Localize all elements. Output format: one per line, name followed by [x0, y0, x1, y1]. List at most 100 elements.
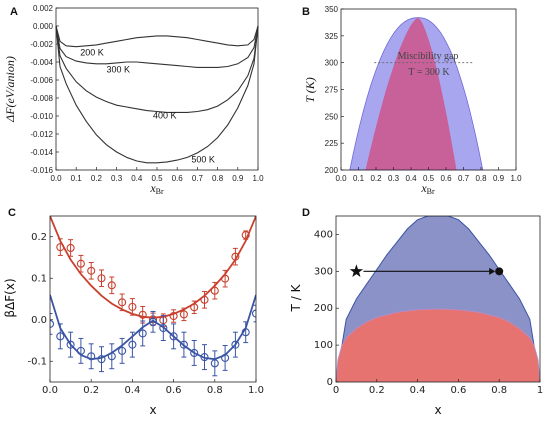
panel-b-x-axis-label: xBr: [420, 181, 435, 196]
panel-a-y-tick-label: -0.016: [30, 166, 53, 175]
panel-c-x-tick-label: 0.4: [124, 385, 140, 396]
panel-b-x-tick-label: 0.3: [388, 174, 400, 183]
data-point-red: [66, 243, 75, 253]
panel-c-y-axis-label: βΔF(x): [3, 278, 17, 317]
panel-b-y-ticks: 350 325 300 275 250 225 200: [325, 5, 344, 175]
panel-c-plot-area: [50, 216, 256, 377]
panel-a-y-tick-label: -0.006: [30, 76, 53, 85]
panel-c-data-layer: [50, 216, 256, 377]
panel-a-x-tick-label: 0.3: [111, 174, 123, 183]
panel-a-y-ticks: 0.002 0.000 -0.002 -0.004 -0.006 -0.008 -0.010…: [30, 4, 59, 175]
panel-b-x-tick-label: 0.2: [370, 174, 382, 183]
data-point-blue: [251, 309, 256, 318]
panel-c-y-tick-label: 0.0: [31, 315, 47, 326]
panel-d-x-tick-label: 0.8: [491, 385, 507, 396]
panel-b-x-tick-label: 0.5: [423, 174, 435, 183]
panel-d-y-tick-label: 200: [314, 303, 333, 314]
panel-b-x-ticks: 0.0 0.1 0.2 0.3 0.4 0.5 0.6 0.7 0.8 0.9 1.0: [335, 167, 522, 183]
panel-b-x-tick-label: 0.6: [440, 174, 452, 183]
data-point-red: [231, 252, 240, 261]
data-point-blue: [231, 340, 240, 349]
data-point-red: [56, 243, 65, 252]
data-point-red: [87, 266, 96, 275]
data-point-blue: [87, 352, 96, 361]
panel-d-chart: 0 0.2 0.4 0.6 0.8 1 400 300 200 100 0 x T / K: [289, 215, 543, 417]
panel-a-x-tick-label: 0.8: [212, 174, 224, 183]
panel-a-x-tick-label: 0.5: [151, 174, 163, 183]
panel-d-y-ticks: 400 300 200 100 0: [314, 229, 339, 388]
data-point-red: [118, 298, 127, 307]
panel-d-x-tick-label: 0.2: [369, 385, 385, 396]
data-point-red: [97, 274, 106, 283]
panel-a-y-tick-label: -0.014: [30, 148, 53, 157]
miscibility-gap-area: [365, 17, 457, 170]
panel-c-y-tick-label: -0.1: [27, 356, 47, 367]
data-point-blue: [159, 323, 168, 333]
data-point-red: [128, 302, 137, 311]
panel-c-x-tick-label: 0.6: [166, 385, 182, 396]
panel-label-c: C: [8, 207, 16, 219]
panel-a-x-tick-label: 0.4: [131, 174, 143, 183]
panel-label-a: A: [10, 6, 18, 18]
panel-b-chart: 0.0 0.1 0.2 0.3 0.4 0.5 0.6 0.7 0.8 0.9 1.0 350 325…: [303, 5, 522, 196]
data-point-red: [221, 274, 230, 283]
panel-d-x-ticks: 0 0.2 0.4 0.6 0.8 1: [333, 379, 543, 396]
data-point-blue: [169, 332, 178, 341]
start-point-star-icon: [349, 264, 364, 277]
miscibility-gap-label: Miscibility gap: [398, 51, 459, 62]
data-point-blue: [50, 319, 55, 328]
panel-d-y-tick-label: 400: [314, 229, 333, 240]
panel-a-x-tick-label: 1.0: [252, 174, 264, 183]
panel-b-y-tick-label: 300: [325, 59, 339, 68]
data-point-blue: [118, 346, 127, 355]
panel-b-data-layer: [349, 17, 484, 171]
panel-c-chart: 0.0 0.2 0.4 0.6 0.8 1.0 0.2 0.1 0.0 -0.1 x βΔF(x…: [3, 215, 264, 417]
panel-d-y-tick-label: 300: [314, 266, 333, 277]
panel-c-x-tick-label: 0.8: [207, 385, 223, 396]
series-line-300k: [55, 25, 259, 68]
panel-a-y-tick-label: 0.000: [33, 22, 54, 31]
panel-label-d: D: [302, 207, 310, 219]
data-point-blue: [128, 340, 137, 349]
panel-a-x-tick-label: 0.7: [192, 174, 204, 183]
data-point-blue: [97, 355, 106, 364]
data-point-red: [76, 259, 85, 268]
panel-d-data-layer: [336, 216, 540, 382]
panel-c-y-ticks: 0.2 0.1 0.0 -0.1: [27, 232, 53, 367]
series-label: 300 K: [107, 65, 131, 75]
panel-b-y-tick-label: 350: [325, 5, 339, 14]
panel-b-x-tick-label: 0.9: [493, 174, 505, 183]
series-line-500k: [55, 25, 259, 164]
data-point-red: [107, 281, 116, 290]
panel-b-x-tick-label: 0.7: [458, 174, 470, 183]
panel-c-x-tick-label: 0.2: [83, 385, 99, 396]
panel-d-y-axis-label: T / K: [289, 283, 303, 312]
panel-a-y-axis-label: ΔF(eV/anion): [3, 56, 17, 123]
panel-a-y-tick-label: -0.002: [30, 40, 53, 49]
series-label: 400 K: [153, 110, 177, 120]
panel-d-x-tick-label: 1: [537, 385, 543, 396]
series-label: 500 K: [191, 155, 215, 165]
data-point-blue: [148, 317, 158, 326]
panel-a-y-tick-label: 0.002: [33, 4, 54, 13]
data-point-red: [179, 310, 188, 319]
panel-label-b: B: [302, 6, 310, 18]
panel-d-plot-area: [336, 216, 540, 382]
panel-a-x-tick-label: 0.6: [172, 174, 184, 183]
data-point-blue: [56, 332, 65, 341]
data-point-blue: [179, 340, 188, 349]
panel-a-x-tick-label: 0.1: [71, 174, 83, 183]
panel-a-y-tick-label: -0.004: [30, 58, 53, 67]
panel-a-x-tick-label: 0.9: [232, 174, 244, 183]
data-point-blue: [200, 353, 209, 362]
panel-b-x-tick-label: 0.0: [335, 174, 347, 183]
panel-c-frame: [49, 215, 257, 383]
panel-b-y-tick-label: 325: [325, 32, 339, 41]
panel-a-y-tick-label: -0.010: [30, 112, 53, 121]
temperature-300k-label: T = 300 K: [408, 67, 450, 78]
data-point-blue: [221, 353, 230, 362]
panel-b-y-tick-label: 275: [325, 86, 339, 95]
panel-d-x-tick-label: 0.4: [410, 385, 426, 396]
panel-d-x-tick-label: 0: [333, 385, 339, 396]
